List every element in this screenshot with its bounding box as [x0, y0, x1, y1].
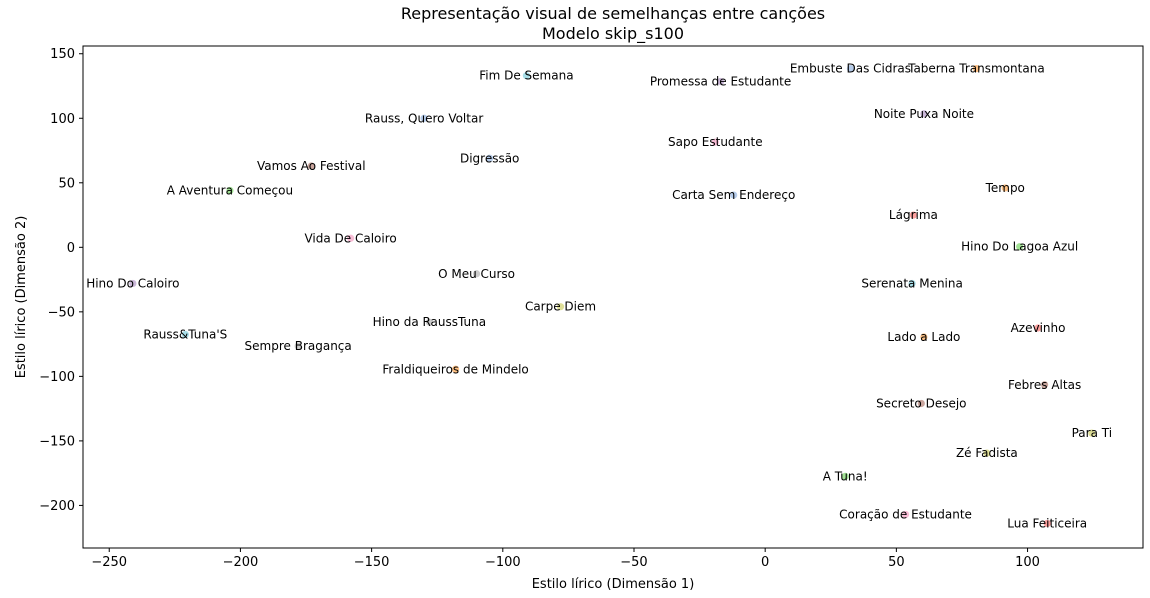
y-tick-label: 50: [58, 176, 75, 191]
data-point: [908, 279, 916, 288]
ticks-layer: −250 −200 −150 −100 −50 0 50 100 −200 −150 −100 −50…: [39, 47, 1040, 570]
point-label: Secreto Desejo: [876, 396, 966, 410]
y-tick-label: −150: [39, 434, 75, 449]
x-tick-label: 0: [761, 555, 769, 570]
point-label: Hino da RaussTuna: [373, 315, 487, 329]
y-tick-label: 150: [50, 47, 75, 62]
data-point: [846, 64, 855, 73]
data-point: [917, 399, 925, 408]
data-point: [901, 510, 910, 519]
point-label: Hino Do Lagoa Azul: [961, 240, 1078, 254]
y-tick-label: 0: [67, 241, 75, 256]
point-label: Febres Altas: [1008, 378, 1081, 392]
data-point: [486, 154, 494, 162]
point-label: Serenata Menina: [861, 276, 963, 290]
point-label: Tempo: [985, 181, 1025, 195]
data-point: [909, 211, 918, 219]
data-point: [307, 162, 315, 170]
data-point: [294, 342, 302, 350]
data-point: [425, 318, 433, 326]
x-tick-label: 100: [1015, 555, 1040, 570]
point-label: Vamos Ao Festival: [257, 159, 366, 173]
point-label: Embuste Das Cidras: [790, 62, 911, 76]
x-axis-label: Estilo lírico (Dimensão 1): [532, 577, 695, 592]
point-label: Para Ti: [1072, 426, 1112, 440]
data-point: [347, 234, 355, 242]
data-point: [920, 110, 928, 118]
data-point: [1043, 519, 1051, 528]
data-point: [181, 330, 189, 339]
point-label: Noite Puxa Noite: [874, 107, 974, 121]
data-point: [451, 365, 460, 373]
y-tick-label: −50: [48, 305, 75, 320]
x-tick-label: −50: [620, 555, 647, 570]
point-label: A Tuna!: [823, 469, 868, 483]
points-layer: [129, 64, 1096, 528]
point-label: Lua Feiticeira: [1007, 516, 1087, 530]
data-point: [129, 279, 137, 288]
data-point: [226, 186, 234, 195]
point-label: Digressão: [460, 151, 519, 165]
point-label: Lado a Lado: [887, 330, 960, 344]
chart-title: Representação visual de semelhanças entr…: [401, 4, 825, 23]
chart-subtitle: Modelo skip_s100: [542, 24, 684, 44]
data-point: [1016, 243, 1024, 251]
point-label: A Aventura Começou: [167, 184, 293, 198]
x-tick-label: 50: [888, 555, 905, 570]
point-label: O Meu Curso: [438, 267, 515, 281]
data-point: [983, 449, 991, 457]
point-label: Lágrima: [889, 208, 938, 222]
point-label: Carpe Diem: [525, 300, 596, 314]
point-label: Promessa de Estudante: [650, 74, 791, 88]
y-tick-label: −200: [39, 499, 75, 514]
data-point: [1034, 324, 1042, 332]
point-label: Zé Fadista: [956, 446, 1018, 460]
point-label: Sapo Estudante: [668, 135, 763, 149]
data-point: [1088, 429, 1096, 437]
point-label: Rauss, Quero Voltar: [365, 111, 483, 125]
data-point: [972, 64, 980, 73]
y-tick-label: −100: [39, 370, 75, 385]
data-point: [472, 270, 481, 278]
y-tick-label: 100: [50, 112, 75, 127]
point-label: Rauss&Tuna'S: [143, 327, 227, 341]
point-label: Coração de Estudante: [839, 507, 972, 521]
point-label: Fraldiqueiros de Mindelo: [382, 362, 528, 376]
data-point: [716, 77, 725, 86]
point-label: Azevinho: [1011, 321, 1066, 335]
data-point: [1041, 381, 1049, 389]
data-point: [711, 138, 719, 146]
x-tick-label: −150: [354, 555, 390, 570]
x-tick-label: −250: [91, 555, 127, 570]
x-tick-label: −200: [223, 555, 259, 570]
point-label: Taberna Transmontana: [907, 62, 1045, 76]
point-label: Carta Sem Endereço: [672, 188, 795, 202]
data-point: [522, 72, 531, 80]
point-label: Hino Do Caloiro: [86, 276, 179, 290]
x-tick-label: −100: [485, 555, 521, 570]
data-point: [920, 333, 928, 341]
point-label: Fim De Semana: [479, 69, 573, 83]
data-point: [556, 303, 565, 311]
point-label: Sempre Bragança: [245, 339, 352, 353]
plot-frame: [82, 45, 1144, 549]
data-point: [1001, 184, 1009, 192]
data-point: [730, 191, 738, 199]
point-label: Vida De Caloiro: [304, 231, 396, 245]
data-point: [841, 472, 849, 480]
data-point: [420, 114, 428, 122]
y-axis-label: Estilo lírico (Dimensão 2): [14, 216, 29, 379]
